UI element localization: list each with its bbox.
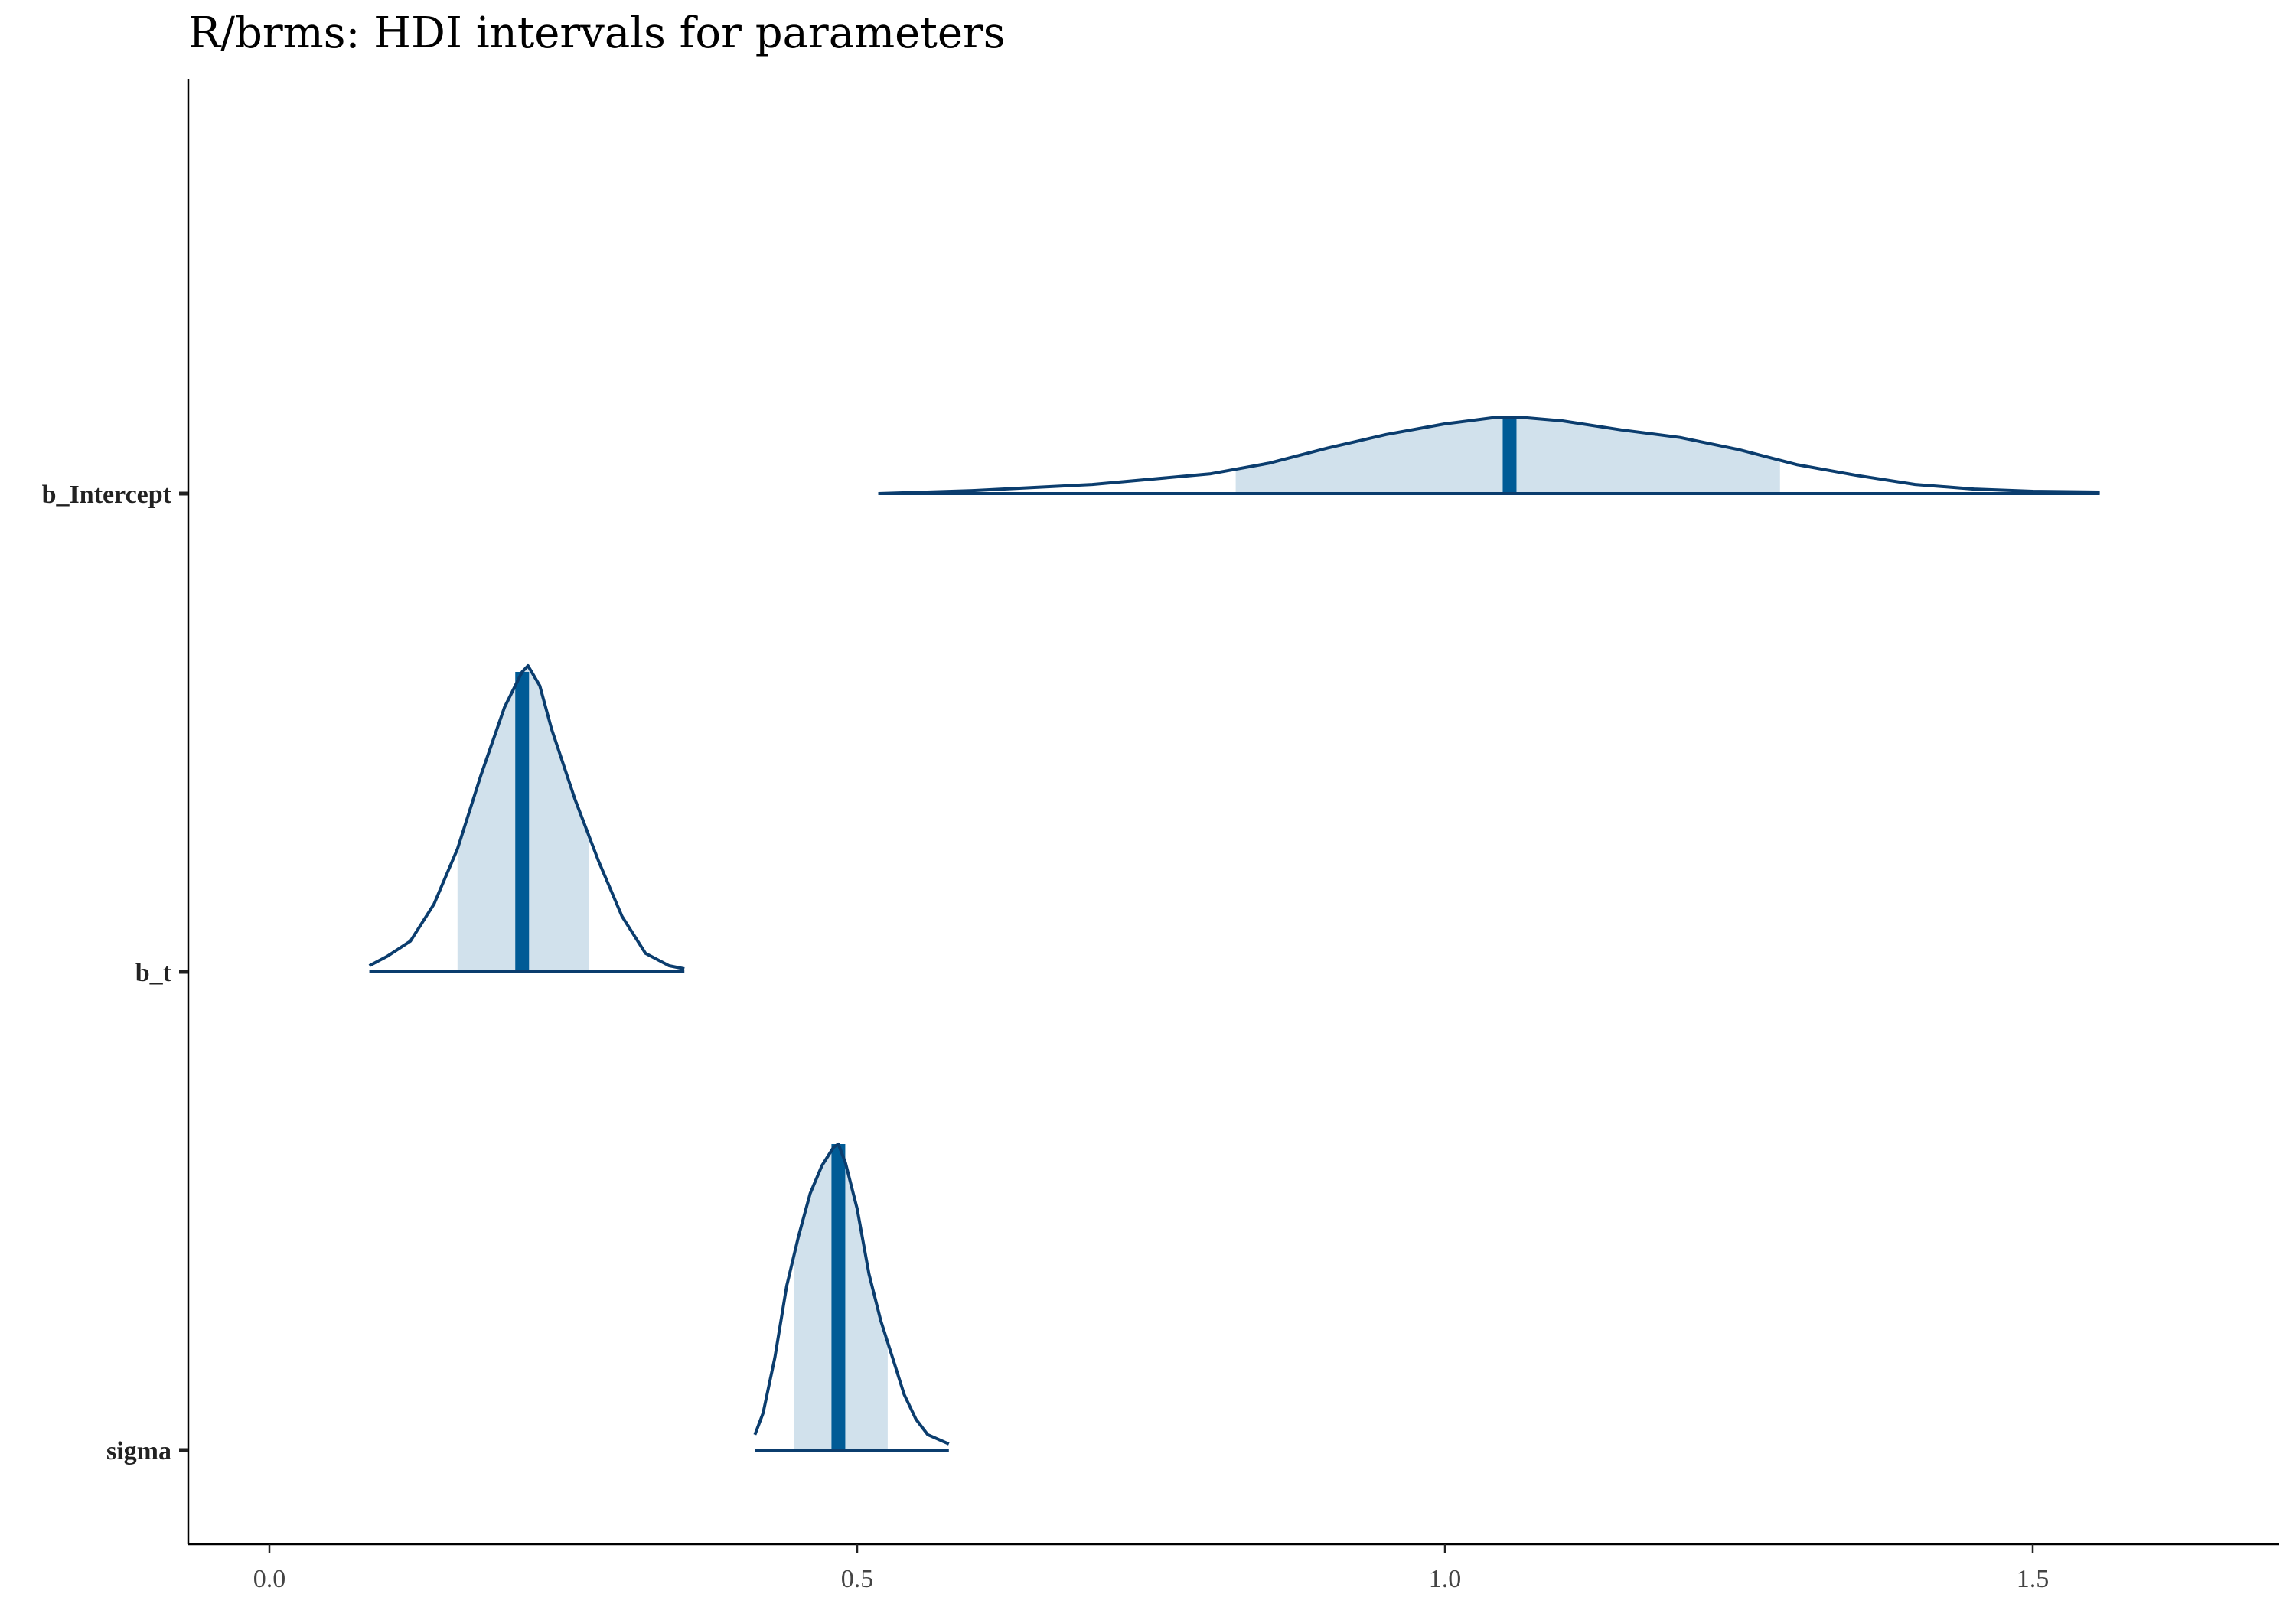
ridge-b-t xyxy=(368,664,685,973)
plot-area xyxy=(368,416,2100,1452)
density-curve-sigma xyxy=(753,1143,950,1446)
ridge-b-intercept xyxy=(878,416,2100,495)
chart-title: R/brms: HDI intervals for parameters xyxy=(188,8,1005,58)
density-curve-b-intercept xyxy=(878,416,2100,495)
y-tick-label-b-intercept: b_Intercept xyxy=(42,481,172,509)
ridge-sigma xyxy=(753,1143,950,1452)
y-tick-label-b-t: b_t xyxy=(135,959,172,987)
y-tick-label-sigma: sigma xyxy=(106,1437,171,1465)
x-tick-label: 1.5 xyxy=(2017,1565,2050,1593)
x-tick-label: 0.0 xyxy=(253,1565,286,1593)
x-axis-ticks: 0.0 0.5 1.0 1.5 xyxy=(253,1544,2050,1593)
density-curve-b-t xyxy=(368,664,685,970)
x-tick-label: 1.0 xyxy=(1429,1565,1462,1593)
x-tick-label: 0.5 xyxy=(841,1565,874,1593)
